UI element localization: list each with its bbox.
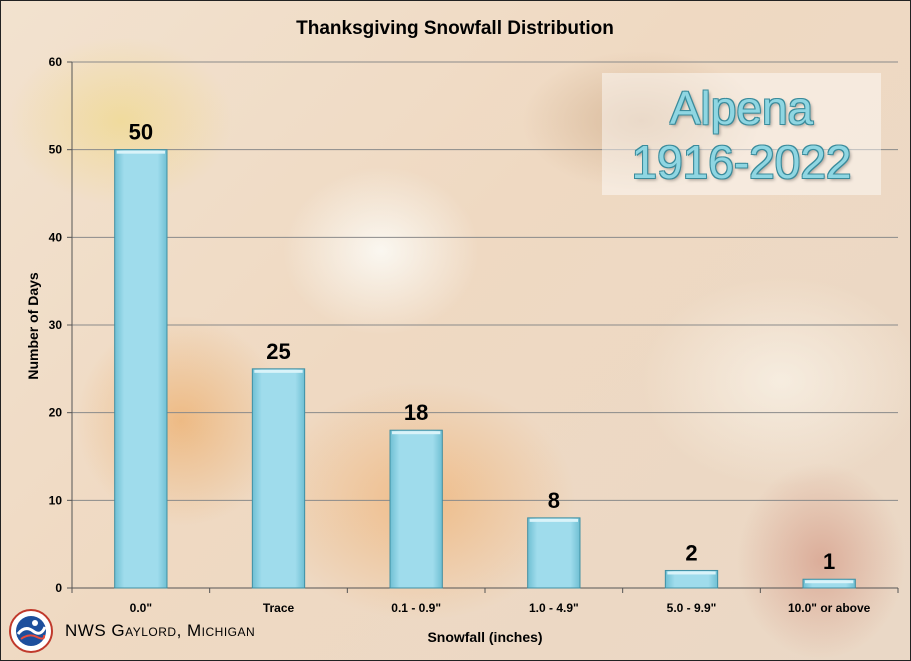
bar: [664, 569, 719, 589]
bar: [114, 149, 168, 589]
bar: [527, 517, 581, 589]
bar-highlight: [529, 518, 578, 522]
bars: [114, 149, 856, 589]
bar: [389, 429, 443, 589]
y-tick-label: 0: [55, 581, 62, 595]
y-tick-label: 30: [49, 318, 63, 332]
y-tick-label: 20: [49, 406, 63, 420]
bar-highlight: [116, 150, 165, 154]
footer: NWS Gaylord, Michigan: [9, 609, 255, 653]
data-label: 50: [129, 120, 153, 145]
bar: [802, 578, 856, 589]
station-label-box: Alpena 1916-2022: [602, 73, 881, 195]
station-period: 1916-2022: [631, 136, 852, 188]
data-label: 18: [404, 400, 428, 425]
y-axis-label: Number of Days: [25, 272, 41, 380]
x-axis-label: Snowfall (inches): [427, 629, 542, 645]
axes: 0 10 20 30 40 50 60 0.0" Trace 0.1 - 0.9" 1.0 - 4.…: [49, 55, 899, 615]
bar-highlight: [805, 580, 854, 584]
x-tick-label: 0.0": [130, 601, 152, 615]
nws-logo-icon: [9, 609, 53, 653]
y-tick-label: 10: [49, 493, 63, 507]
x-tick-label: Trace: [263, 601, 295, 615]
x-tick-label: 10.0" or above: [788, 601, 871, 615]
data-labels: 50 25 18 8 2 1: [129, 120, 836, 575]
y-tick-label: 50: [49, 143, 63, 157]
data-label: 8: [548, 488, 560, 513]
data-label: 25: [266, 339, 290, 364]
y-tick-label: 40: [49, 230, 63, 244]
chart-title: Thanksgiving Snowfall Distribution: [296, 18, 614, 39]
x-tick-label: 0.1 - 0.9": [391, 601, 441, 615]
data-label: 1: [823, 549, 835, 574]
bar-highlight: [667, 571, 716, 575]
station-name: Alpena: [669, 82, 814, 134]
gridlines: [72, 61, 898, 501]
bar-highlight: [392, 431, 441, 435]
x-tick-label: 1.0 - 4.9": [529, 601, 579, 615]
bar-highlight: [254, 369, 303, 373]
x-tick-label: 5.0 - 9.9": [667, 601, 717, 615]
y-tick-label: 60: [49, 55, 63, 69]
data-label: 2: [685, 540, 697, 565]
bar: [251, 368, 306, 589]
office-name: NWS Gaylord, Michigan: [65, 621, 256, 640]
